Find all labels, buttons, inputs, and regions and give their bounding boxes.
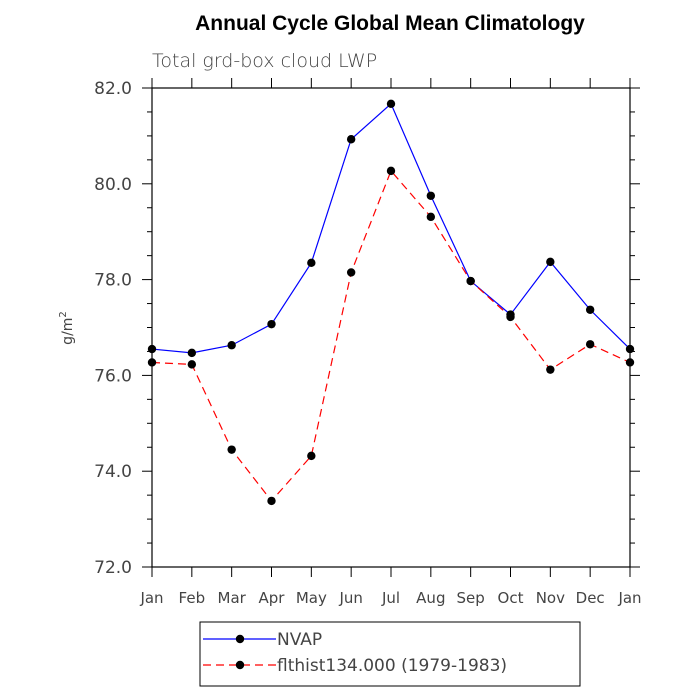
series-0-point [267,319,276,329]
chart-subtitle: Total grd-box cloud LWP [152,50,377,72]
y-tick-label: 80.0 [94,175,132,195]
y-axis-label: g/m2 [58,311,76,345]
y-axis-label-superscript: 2 [58,311,69,317]
series-1-point [506,312,515,322]
legend-marker-flthist [235,660,245,670]
series-1-point [227,445,236,454]
x-tick-label: Sep [457,589,485,607]
series-0-point [187,348,197,358]
series-1-point [426,212,436,222]
x-tick-label: Aug [416,589,445,607]
series-1-point [585,340,595,349]
series-layer [147,99,635,506]
y-tick-label: 76.0 [94,366,132,386]
series-1-point [466,276,475,286]
x-tick-label: Jul [381,589,400,607]
series-0-point [546,257,555,267]
series-1-point [386,166,396,176]
legend-marker-nvap [235,634,245,644]
series-0-point [426,191,436,200]
series-1-point [307,451,316,461]
series-line-1 [151,169,631,502]
series-0-point [386,99,396,109]
series-1-point [346,268,356,277]
series-0-point [307,258,316,268]
legend: NVAP flthist134.000 (1979-1983) [199,621,581,687]
series-0-point [625,344,635,354]
series-1-point [267,496,276,506]
series-1-point [147,358,157,367]
series-1-point [625,358,635,367]
chart-title: Annual Cycle Global Mean Climatology [195,12,585,35]
legend-box [199,621,581,687]
x-tick-label: Jan [617,589,641,607]
x-tick-label: Jan [139,589,163,607]
y-tick-label: 78.0 [94,271,132,291]
series-0-point [346,135,356,144]
x-tick-label: Feb [179,589,206,607]
x-tick-labels: Jan Feb Mar Apr May Jun Jul Aug Sep Oct Nov Dec Jan [139,589,641,607]
x-tick-label: Apr [259,589,286,607]
x-tick-label: Jun [338,589,362,607]
y-tick-labels: 72.0 74.0 76.0 78.0 80.0 82.0 [94,79,132,578]
y-axis-label-text: g/m [60,318,76,345]
legend-label-nvap: NVAP [277,630,322,650]
series-0-point [585,305,595,314]
series-0-point [227,341,236,350]
series-1-point [187,360,197,369]
series-line-0 [151,102,631,354]
x-tick-label: Oct [498,589,524,607]
legend-label-flthist: flthist134.000 (1979-1983) [277,656,507,676]
plot-frame [151,87,631,568]
x-tick-label: Nov [536,589,565,607]
y-tick-label: 82.0 [94,79,132,99]
y-tick-label: 74.0 [94,462,132,482]
series-1-point [546,365,555,374]
x-tick-label: Mar [218,589,247,607]
series-0-point [147,344,157,354]
y-tick-label: 72.0 [94,558,132,578]
x-tick-label: Dec [576,589,605,607]
x-tick-label: May [296,589,327,607]
axis-ticks [142,78,640,577]
